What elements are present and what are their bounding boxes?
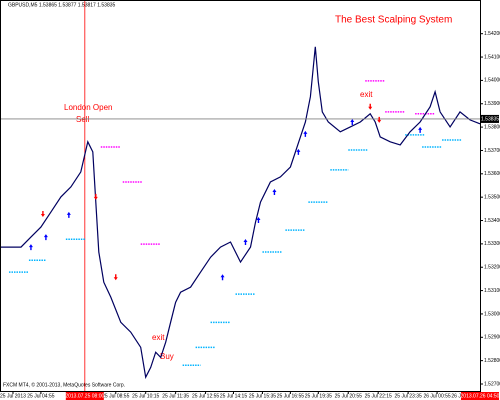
sell-arrow <box>377 116 382 123</box>
current-price-label: 1.53835 <box>481 116 499 122</box>
y-tick-label: 1.53500 <box>484 194 500 200</box>
x-tick-label: 25 Jul 10:15 <box>132 393 159 399</box>
annotation: exit <box>152 333 165 342</box>
y-tick-label: 1.54200 <box>484 31 500 37</box>
annotation: Buy <box>160 352 174 361</box>
x-tick-label: 25 Jul 15:35 <box>249 393 276 399</box>
y-tick-label: 1.53900 <box>484 101 500 107</box>
sell-arrow <box>40 210 45 217</box>
x-tick-label: 25 Jul 14:15 <box>220 393 247 399</box>
x-tick-label: 25 Jul 16:55 <box>277 393 304 399</box>
sell-arrow <box>113 274 118 281</box>
y-tick-label: 1.53800 <box>484 124 500 130</box>
annotation: London Open <box>64 103 113 112</box>
y-tick-label: 1.53700 <box>484 148 500 154</box>
x-tick-label: 25 Jul 12:55 <box>192 393 219 399</box>
chart-title: The Best Scalping System <box>335 15 452 26</box>
y-tick-label: 1.53600 <box>484 171 500 177</box>
price-line <box>1 46 481 380</box>
buy-arrow <box>272 189 277 196</box>
annotation: exit <box>360 90 373 99</box>
buy-arrow <box>350 118 355 125</box>
plot-frame <box>0 0 481 392</box>
y-tick-label: 1.53200 <box>484 265 500 271</box>
time-label-box <box>65 392 104 400</box>
buy-arrow <box>220 274 225 281</box>
symbol-header: GBPUSD,M5 1.53865 1.53877 1.53817 1.5383… <box>8 2 116 8</box>
footer: FXCM MT4, © 2001-2013, MetaQuotes Softwa… <box>3 381 125 388</box>
y-tick-label: 1.54000 <box>484 78 500 84</box>
time-label: 2013.07.26 04:50 <box>461 393 500 399</box>
x-tick-label: 25 Jul 20:55 <box>335 393 362 399</box>
x-tick-label: 25 Jul 23:35 <box>395 393 422 399</box>
buy-arrow <box>303 130 308 137</box>
sell-arrow <box>368 103 373 110</box>
x-tick-label: 26 Jul 00:55 <box>423 393 450 399</box>
y-tick-label: 1.52900 <box>484 335 500 341</box>
x-tick-label: 25 Jul 08:55 <box>102 393 129 399</box>
buy-arrow <box>43 234 48 241</box>
buy-arrow <box>28 244 33 251</box>
annotation: Sell <box>76 115 90 124</box>
x-tick-label: 25 Jul 19:35 <box>305 393 332 399</box>
y-tick-label: 1.54100 <box>484 54 500 60</box>
y-tick-label: 1.53400 <box>484 218 500 224</box>
sell-arrow <box>93 193 98 200</box>
time-label: 2013.07.25 08:00 <box>65 393 104 399</box>
buy-arrow <box>418 126 423 133</box>
current-price-box <box>480 114 499 123</box>
time-label-box <box>461 392 499 400</box>
buy-arrow <box>243 239 248 246</box>
y-tick-label: 1.52800 <box>484 358 500 364</box>
x-tick-label: 25 Jul 04:55 <box>27 393 54 399</box>
x-tick-label: 25 Jul 11:35 <box>162 393 189 399</box>
y-tick-label: 1.52700 <box>484 381 500 387</box>
y-tick-label: 1.53100 <box>484 288 500 294</box>
x-tick-label: 25 Jul 2013 <box>0 393 26 399</box>
x-tick-label: 25 Jul 22:15 <box>365 393 392 399</box>
buy-arrow <box>296 148 301 155</box>
buy-arrow <box>66 211 71 218</box>
y-tick-label: 1.53300 <box>484 241 500 247</box>
buy-arrow <box>256 217 261 224</box>
y-tick-label: 1.53000 <box>484 311 500 317</box>
